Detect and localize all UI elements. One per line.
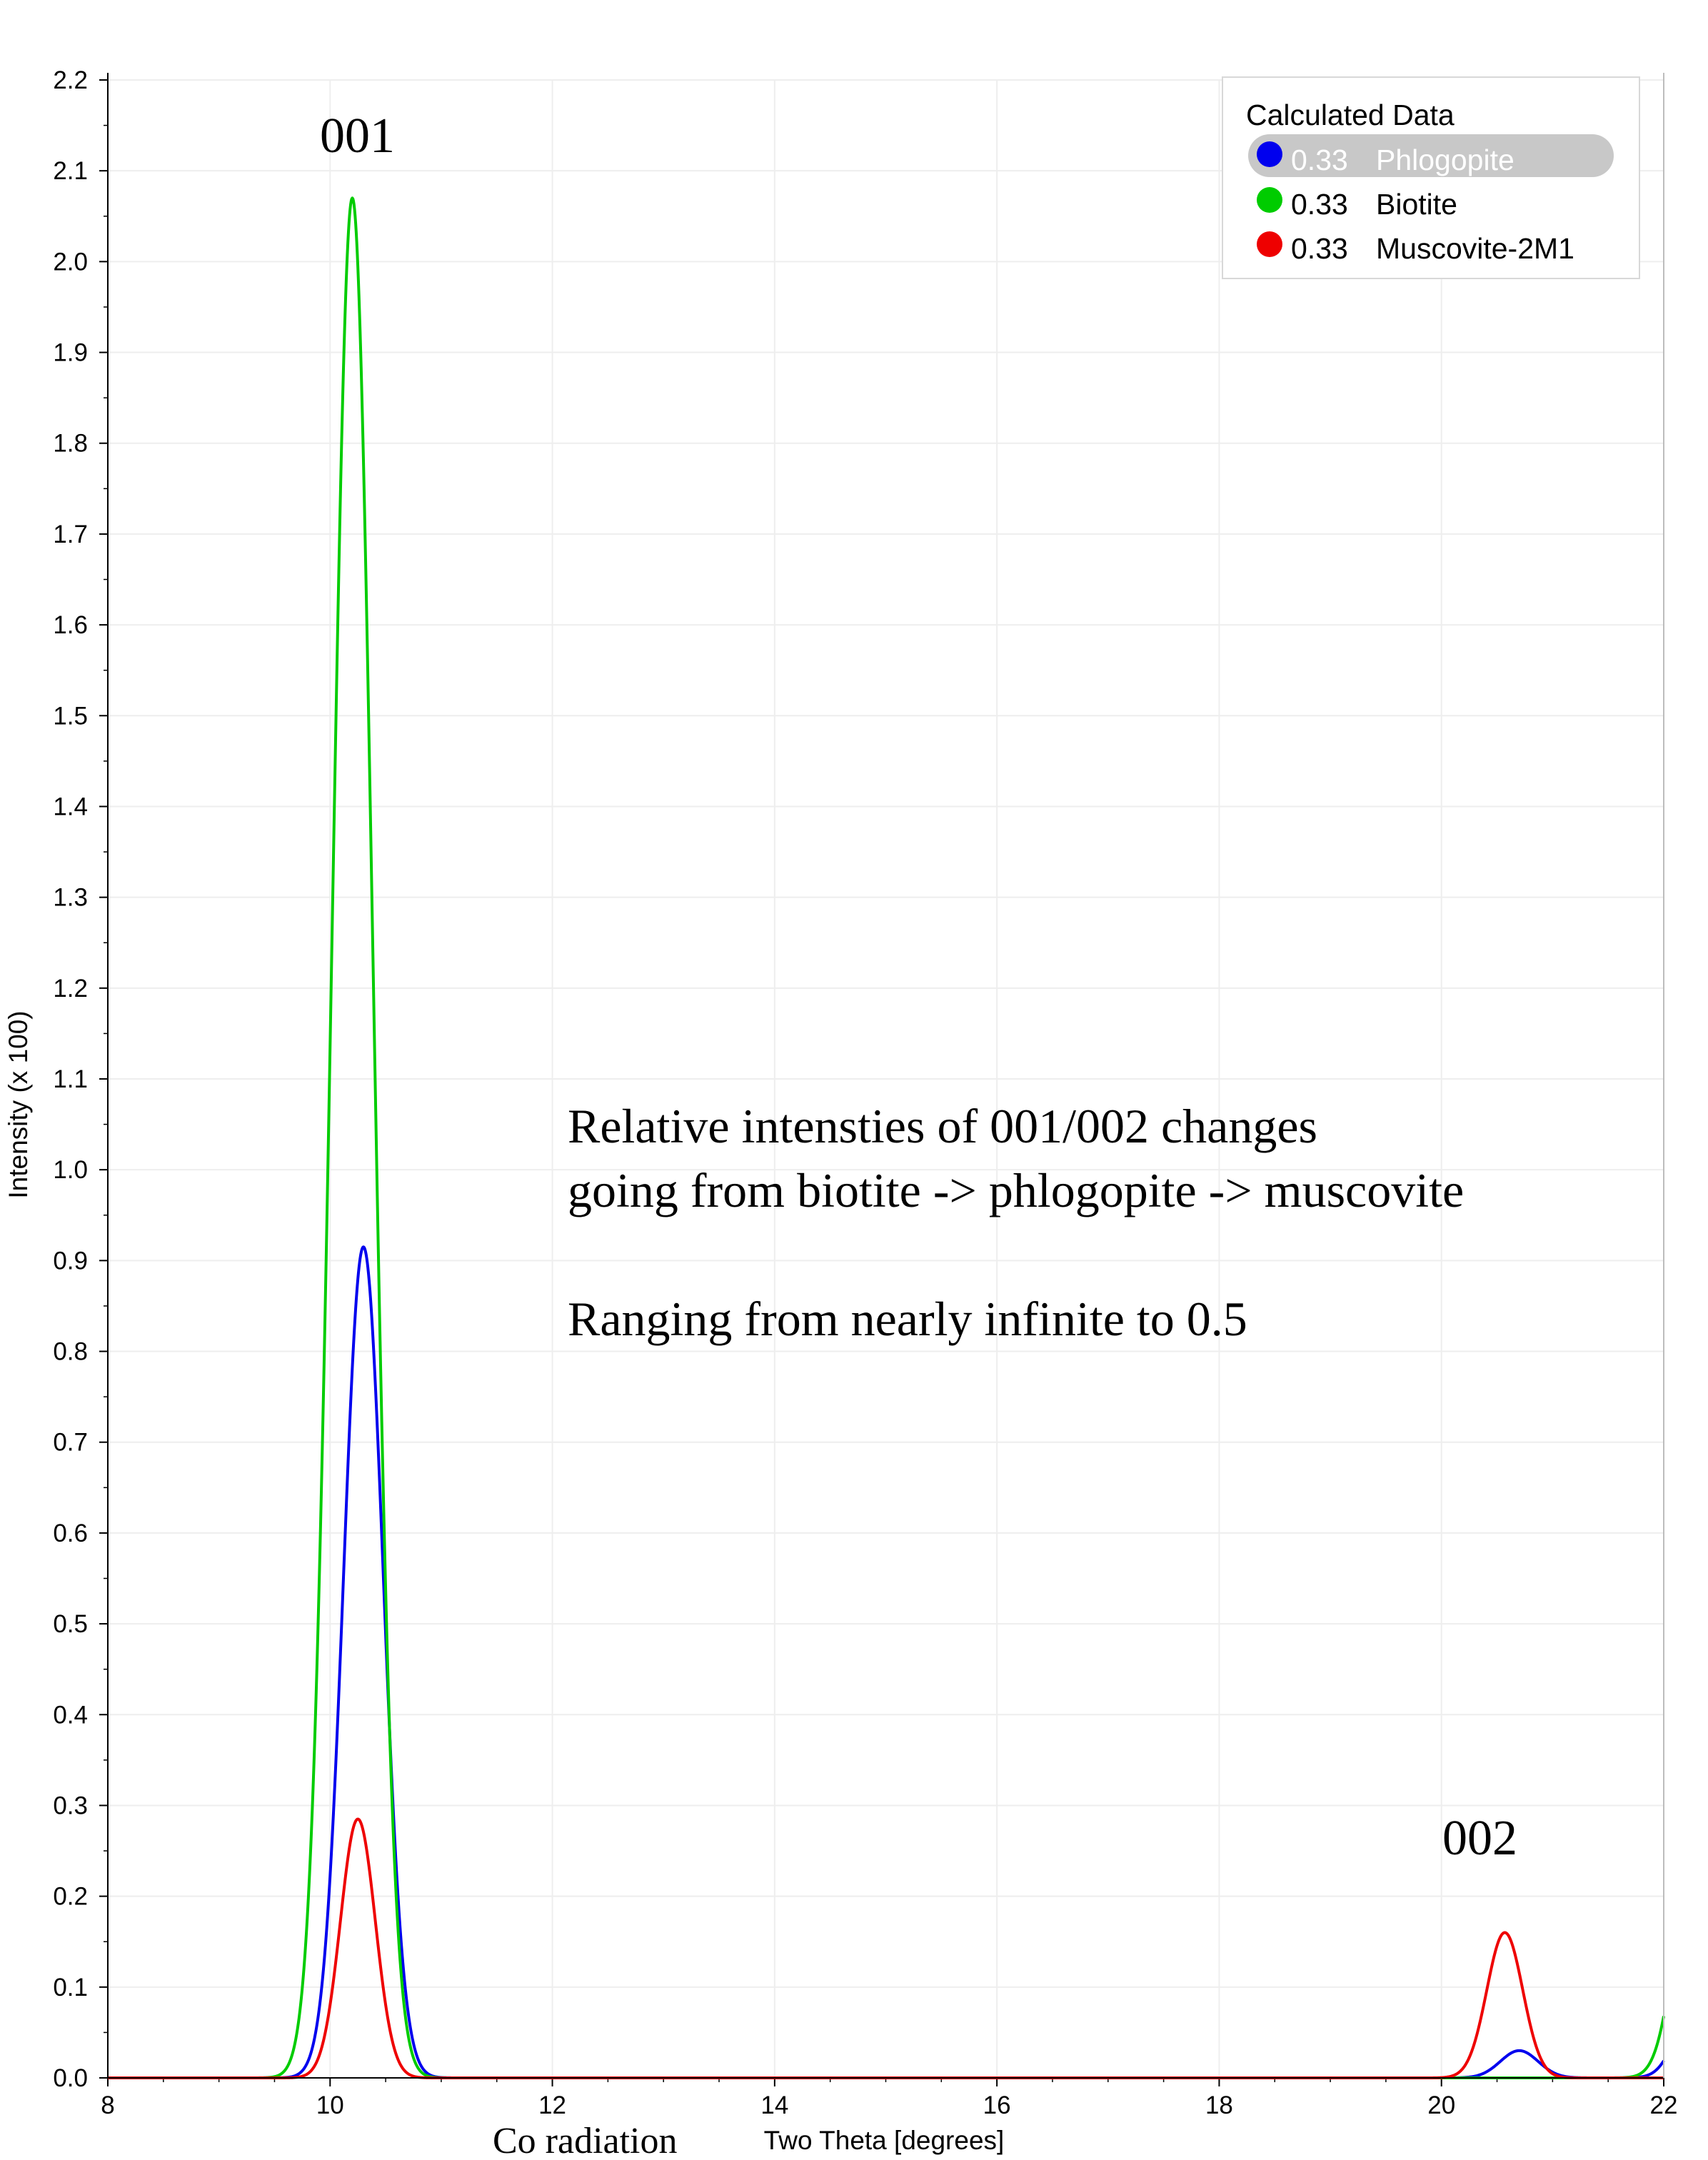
grid-lines bbox=[107, 79, 1664, 2079]
note-line-1: Relative intensties of 001/002 changes bbox=[568, 1099, 1317, 1153]
annotation-002: 002 bbox=[1442, 1811, 1517, 1866]
legend-title: Calculated Data bbox=[1246, 99, 1455, 131]
y-tick-label: 0.3 bbox=[53, 1792, 88, 1819]
axes bbox=[107, 73, 1664, 2079]
legend-entry-muscovite[interactable]: 0.33 Muscovite-2M1 bbox=[1257, 231, 1574, 265]
legend-marker-muscovite bbox=[1257, 231, 1282, 257]
y-tick-label: 0.1 bbox=[53, 1974, 88, 2001]
x-tick-label: 18 bbox=[1205, 2091, 1233, 2119]
x-tick-label: 10 bbox=[316, 2091, 344, 2119]
series-line-muscovite-2m1 bbox=[106, 1817, 1665, 2079]
x-tick-label: 22 bbox=[1650, 2091, 1678, 2119]
y-tick-label: 1.0 bbox=[53, 1156, 88, 1184]
legend-label-phlogopite: Phlogopite bbox=[1376, 144, 1514, 176]
series-line-phlogopite bbox=[106, 1245, 1665, 2079]
x-tick-labels: 8 10 12 14 16 18 20 22 bbox=[101, 2078, 1677, 2119]
legend-highlight bbox=[1248, 134, 1614, 177]
y-tick-label: 0.6 bbox=[53, 1519, 88, 1547]
annotation-001: 001 bbox=[320, 109, 395, 164]
legend: Calculated Data 0.33 Phlogopite 0.33 Bio… bbox=[1222, 76, 1640, 279]
y-tick-label: 0.5 bbox=[53, 1610, 88, 1638]
legend-box bbox=[1222, 76, 1640, 279]
x-axis-title: Two Theta [degrees] bbox=[764, 2126, 1005, 2155]
y-tick-label: 1.3 bbox=[53, 884, 88, 912]
legend-fraction-biotite: 0.33 bbox=[1291, 188, 1348, 221]
y-tick-label: 2.0 bbox=[53, 248, 88, 276]
note-text: Relative intensties of 001/002 changes g… bbox=[568, 1099, 1464, 1346]
y-tick-label: 0.4 bbox=[53, 1701, 88, 1729]
y-tick-label: 1.9 bbox=[53, 339, 88, 367]
y-tick-label: 0.9 bbox=[53, 1247, 88, 1275]
x-tick-label: 12 bbox=[538, 2091, 566, 2119]
y-tick-label: 0.7 bbox=[53, 1429, 88, 1457]
legend-marker-biotite bbox=[1257, 187, 1282, 213]
note-line-2: going from biotite -> phlogopite -> musc… bbox=[568, 1163, 1464, 1217]
legend-entry-phlogopite[interactable]: 0.33 Phlogopite bbox=[1257, 141, 1514, 176]
legend-fraction-phlogopite: 0.33 bbox=[1291, 144, 1348, 176]
y-tick-label: 1.6 bbox=[53, 611, 88, 639]
y-tick-label: 1.2 bbox=[53, 975, 88, 1003]
x-tick-label: 8 bbox=[101, 2091, 114, 2119]
x-tick-label: 14 bbox=[760, 2091, 788, 2119]
y-tick-label: 1.5 bbox=[53, 702, 88, 730]
y-tick-label: 0.8 bbox=[53, 1338, 88, 1366]
legend-fraction-muscovite: 0.33 bbox=[1291, 232, 1348, 265]
x-tick-label: 16 bbox=[983, 2091, 1011, 2119]
y-tick-label: 1.1 bbox=[53, 1065, 88, 1093]
y-tick-label: 2.1 bbox=[53, 157, 88, 185]
legend-label-muscovite: Muscovite-2M1 bbox=[1376, 232, 1574, 265]
x-tick-label: 20 bbox=[1427, 2091, 1455, 2119]
y-tick-label: 2.2 bbox=[53, 66, 88, 94]
y-tick-label: 1.8 bbox=[53, 430, 88, 458]
legend-entry-biotite[interactable]: 0.33 Biotite bbox=[1257, 187, 1457, 221]
y-tick-label: 1.7 bbox=[53, 521, 88, 548]
legend-label-biotite: Biotite bbox=[1376, 188, 1457, 221]
y-tick-labels: 0.0 0.1 0.2 0.3 0.4 0.5 0.6 0.7 0.8 0.9 1.0 1.1 1.2 1… bbox=[53, 66, 108, 2092]
y-tick-label: 1.4 bbox=[53, 793, 88, 820]
y-tick-label: 0.0 bbox=[53, 2064, 88, 2092]
annotation-co-radiation: Co radiation bbox=[493, 2121, 678, 2160]
note-line-4: Ranging from nearly infinite to 0.5 bbox=[568, 1292, 1247, 1346]
legend-marker-phlogopite bbox=[1257, 141, 1282, 167]
y-tick-label: 0.2 bbox=[53, 1883, 88, 1911]
y-axis-title: Intensity (x 100) bbox=[4, 1010, 33, 1198]
